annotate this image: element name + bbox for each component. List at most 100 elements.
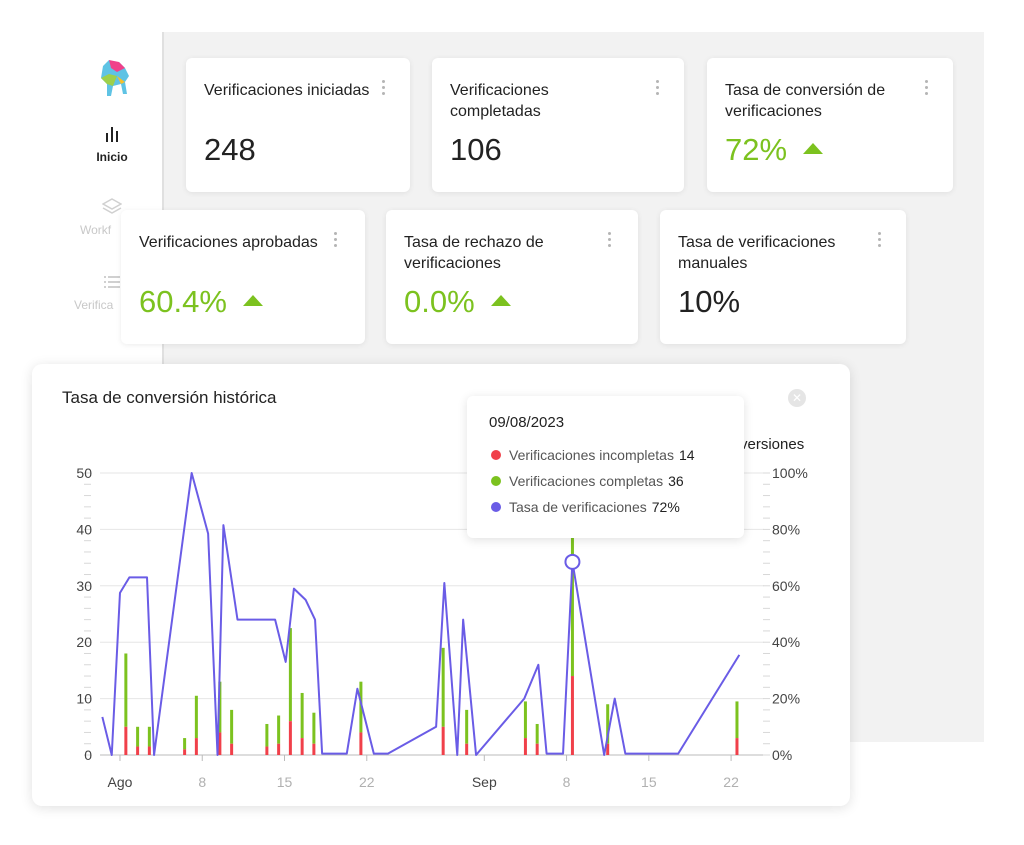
legend-dot-icon: [491, 450, 501, 460]
bar-chart-icon: [106, 127, 118, 142]
bar-incompletas: [523, 738, 527, 755]
kpi-card-completadas[interactable]: Verificaciones completadas 106: [432, 58, 684, 192]
tooltip-value: 72%: [651, 499, 680, 515]
highlight-point: [564, 553, 581, 570]
kpi-card-iniciadas[interactable]: Verificaciones iniciadas 248: [186, 58, 410, 192]
bar-completas: [465, 709, 469, 744]
kpi-value: 60.4%: [139, 284, 263, 320]
bar-completas: [735, 701, 739, 739]
sidebar-item-label: Workf: [80, 223, 112, 237]
kpi-value: 106: [450, 132, 502, 167]
sidebar-item-verificaciones[interactable]: Verifica: [60, 272, 164, 312]
bar-completas: [523, 701, 527, 739]
bar-incompletas: [147, 746, 151, 755]
tooltip-row-completas: Verificaciones completas 36: [491, 473, 684, 489]
y-tick-right: 80%: [772, 521, 800, 537]
sidebar-item-inicio[interactable]: Inicio: [60, 124, 164, 164]
kpi-label: Tasa de verificaciones manuales: [678, 234, 836, 272]
bar-completas: [230, 709, 234, 744]
bar-incompletas: [124, 726, 128, 755]
bar-completas: [147, 726, 151, 747]
tooltip-value: 36: [668, 473, 684, 489]
bar-completas: [265, 723, 269, 747]
kebab-menu-icon[interactable]: [334, 232, 338, 252]
kpi-value: 10%: [678, 284, 741, 319]
bar-completas: [183, 738, 187, 750]
kpi-label: Tasa de conversión de verificaciones: [725, 82, 886, 120]
y-tick-left: 50: [76, 465, 92, 481]
bar-completas: [288, 628, 292, 722]
rate-series-line: [101, 472, 741, 756]
kpi-card-aprobadas[interactable]: Verificaciones aprobadas 60.4%: [121, 210, 365, 344]
x-tick-label: 22: [723, 774, 739, 790]
bar-incompletas: [183, 749, 187, 755]
bar-incompletas: [300, 738, 304, 755]
trend-up-icon: [803, 142, 824, 154]
bar-completas: [359, 681, 363, 733]
llama-logo-icon: [101, 60, 129, 96]
x-tick-label: Sep: [472, 774, 497, 790]
sidebar-item-workflows[interactable]: Workf: [60, 197, 164, 237]
bar-incompletas: [230, 743, 234, 755]
bar-incompletas: [441, 726, 445, 755]
kpi-card-conversion[interactable]: Tasa de conversión de verificaciones 72%: [707, 58, 953, 192]
kebab-menu-icon[interactable]: [608, 232, 612, 252]
bar-completas: [535, 723, 539, 744]
bar-completas: [124, 653, 128, 727]
tooltip-value: 14: [678, 447, 695, 463]
kpi-label: Verificaciones aprobadas: [139, 234, 318, 251]
bar-incompletas: [218, 732, 222, 755]
bar-incompletas: [288, 721, 292, 755]
tooltip-date: 09/08/2023: [489, 414, 565, 431]
bar-completas: [136, 726, 140, 747]
y-tick-left: 40: [76, 521, 92, 537]
kpi-label: Verificaciones iniciadas: [204, 82, 370, 99]
x-tick-label: 8: [563, 774, 571, 790]
bar-incompletas: [312, 743, 316, 755]
list-icon: [104, 276, 120, 288]
kebab-menu-icon[interactable]: [878, 232, 882, 252]
bar-incompletas: [265, 746, 269, 755]
y-tick-right: 0%: [772, 747, 792, 763]
y-tick-left: 20: [76, 634, 92, 650]
kpi-card-rechazo[interactable]: Tasa de rechazo de verificaciones 0.0%: [386, 210, 638, 344]
x-tick-label: 22: [359, 774, 375, 790]
y-tick-right: 20%: [772, 691, 800, 707]
tooltip-label: Tasa de verificaciones: [509, 499, 647, 515]
bar-incompletas: [465, 743, 469, 755]
x-tick-label: 15: [641, 774, 657, 790]
legend-dot-icon: [491, 502, 501, 512]
y-tick-right: 40%: [772, 634, 800, 650]
kebab-menu-icon[interactable]: [925, 80, 929, 100]
kpi-label: Verificaciones completadas: [450, 82, 549, 120]
bar-incompletas: [535, 743, 539, 755]
trend-up-icon: [490, 294, 511, 306]
bar-completas: [218, 681, 222, 733]
kpi-value: 0.0%: [404, 284, 511, 320]
sidebar-item-label: Inicio: [96, 150, 128, 164]
kebab-menu-icon[interactable]: [656, 80, 660, 100]
tooltip-label: Verificaciones incompletas: [509, 447, 674, 463]
bar-incompletas: [359, 732, 363, 755]
x-tick-label: 8: [198, 774, 206, 790]
y-tick-left: 0: [84, 747, 92, 763]
bar-incompletas: [194, 738, 198, 755]
close-icon[interactable]: ✕: [788, 389, 806, 407]
bar-completas: [300, 692, 304, 739]
chart-tooltip: 09/08/2023 Verificaciones incompletas 14…: [467, 396, 744, 538]
kpi-value: 248: [204, 132, 256, 167]
trend-up-icon: [242, 294, 263, 306]
right-axis-label: versiones: [740, 436, 805, 453]
kebab-menu-icon[interactable]: [382, 80, 386, 100]
legend-dot-icon: [491, 476, 501, 486]
kpi-value: 72%: [725, 132, 824, 168]
bar-completas: [277, 715, 281, 744]
bar-incompletas: [606, 743, 610, 755]
bar-incompletas: [136, 746, 140, 755]
y-tick-right: 100%: [772, 465, 808, 481]
x-tick-label: Ago: [108, 774, 133, 790]
y-tick-right: 60%: [772, 578, 800, 594]
kpi-card-manuales[interactable]: Tasa de verificaciones manuales 10%: [660, 210, 906, 344]
tooltip-row-tasa: Tasa de verificaciones 72%: [491, 499, 680, 515]
